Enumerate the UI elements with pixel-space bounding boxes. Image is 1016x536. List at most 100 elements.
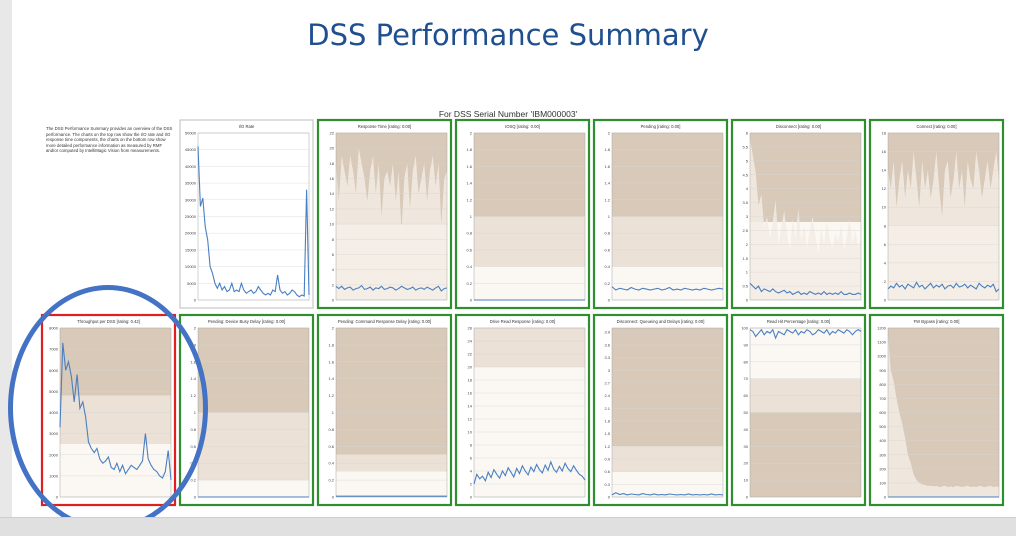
- y-tick-label: 20: [468, 365, 473, 370]
- threshold-band: [60, 444, 171, 497]
- threshold-band: [750, 133, 861, 223]
- y-tick-label: 1.6: [190, 359, 196, 364]
- y-tick-label: 7000: [49, 347, 59, 352]
- y-tick-label: 2: [884, 279, 887, 284]
- y-tick-label: 0: [746, 495, 749, 500]
- y-tick-label: 25000: [185, 214, 197, 219]
- y-tick-label: 22: [468, 352, 473, 357]
- y-tick-label: 2: [194, 326, 197, 331]
- y-tick-label: 1.4: [190, 376, 196, 381]
- y-tick-label: 1.4: [604, 181, 610, 186]
- y-tick-label: 14: [882, 168, 887, 173]
- chart-panel: Disconnect [rating: 0.00] 0 0.5 1 1.5 2 2.5 3 3.…: [730, 118, 867, 310]
- y-tick-label: 2.1: [604, 406, 610, 411]
- y-tick-label: 2: [470, 482, 473, 487]
- y-tick-label: 0.6: [466, 247, 472, 252]
- y-tick-label: 0.8: [604, 231, 610, 236]
- chart-title: Pending [rating: 0.00]: [641, 124, 681, 129]
- chart-title: FW Bypass [rating: 0.00]: [914, 319, 960, 324]
- y-tick-label: 40: [744, 427, 749, 432]
- y-tick-label: 1.8: [328, 342, 334, 347]
- y-tick-label: 3000: [49, 431, 59, 436]
- y-tick-label: 1.8: [466, 147, 472, 152]
- y-tick-label: 35000: [185, 181, 197, 186]
- series-line: [611, 286, 724, 291]
- range-envelope: [888, 335, 999, 497]
- y-tick-label: 2: [332, 282, 335, 287]
- y-tick-label: 5: [746, 158, 749, 163]
- chart-panel: Pending: Device Busy Delay [rating: 0.00…: [178, 313, 315, 507]
- y-tick-label: 5000: [49, 389, 59, 394]
- y-tick-label: 0.8: [466, 231, 472, 236]
- y-tick-label: 20: [330, 146, 335, 151]
- chart-title: Connect [rating: 0.00]: [916, 124, 956, 129]
- y-tick-label: 1: [608, 214, 611, 219]
- plot-border: [197, 132, 310, 301]
- plot-border: [749, 327, 862, 498]
- chart-panel: Response Time [rating: 0.00] 0 2 4 6 8 10 12 14 1…: [316, 118, 453, 310]
- y-tick-label: 1.6: [466, 164, 472, 169]
- chart-title: Pending: Device Busy Delay [rating: 0.00…: [208, 319, 285, 324]
- y-tick-label: 1000: [877, 354, 887, 359]
- y-tick-label: 1.2: [604, 197, 610, 202]
- y-tick-label: 24: [468, 339, 473, 344]
- y-tick-label: 16: [468, 391, 473, 396]
- chart-title: Read Hit Percentage [rating: 0.00]: [767, 319, 830, 324]
- y-tick-label: 3: [746, 214, 749, 219]
- y-tick-label: 8: [884, 223, 887, 228]
- y-tick-label: 0: [332, 298, 335, 303]
- plot-border: [335, 327, 448, 498]
- y-tick-label: 6000: [49, 368, 59, 373]
- y-tick-label: 8000: [49, 326, 59, 331]
- threshold-band: [612, 328, 723, 447]
- y-tick-label: 0.2: [604, 281, 610, 286]
- y-tick-label: 1: [332, 410, 335, 415]
- y-tick-label: 1.8: [604, 147, 610, 152]
- y-tick-label: 1.8: [190, 342, 196, 347]
- y-tick-label: 26: [468, 326, 473, 331]
- y-tick-label: 2.4: [604, 393, 610, 398]
- y-tick-label: 600: [879, 410, 886, 415]
- y-tick-label: 10: [468, 430, 473, 435]
- y-tick-label: 40000: [185, 164, 197, 169]
- y-tick-label: 1.2: [328, 393, 334, 398]
- y-tick-label: 0.4: [466, 264, 472, 269]
- y-tick-label: 12: [882, 186, 887, 191]
- chart-panel: Pending: Command Response Delay [rating:…: [316, 313, 453, 507]
- y-tick-label: 0.2: [328, 478, 334, 483]
- y-tick-label: 400: [879, 438, 886, 443]
- page-title: DSS Performance Summary: [307, 18, 709, 52]
- threshold-band: [336, 328, 447, 455]
- y-tick-label: 0.6: [190, 444, 196, 449]
- y-tick-label: 4000: [49, 410, 59, 415]
- y-tick-label: 1: [746, 270, 749, 275]
- y-tick-label: 1100: [877, 340, 886, 345]
- y-tick-label: 0.2: [466, 281, 472, 286]
- threshold-band: [336, 471, 447, 497]
- y-tick-label: 1000: [49, 473, 59, 478]
- y-tick-label: 0.3: [604, 482, 610, 487]
- y-tick-label: 300: [879, 452, 886, 457]
- chart-title: Disconnect [rating: 0.00]: [776, 124, 821, 129]
- y-tick-label: 700: [879, 396, 886, 401]
- chart-panel: I/O Rate 0 5000 10000 15000 20000 25000 30000 35…: [179, 119, 314, 309]
- y-tick-label: 14: [468, 404, 473, 409]
- y-tick-label: 5.5: [742, 144, 748, 149]
- series-line: [473, 460, 586, 485]
- y-tick-label: 2: [470, 131, 473, 136]
- y-tick-label: 0: [884, 298, 887, 303]
- y-tick-label: 1.4: [466, 181, 472, 186]
- series-line: [335, 284, 448, 292]
- y-tick-label: 0: [194, 495, 197, 500]
- y-tick-label: 0.6: [604, 247, 610, 252]
- plot-border: [335, 132, 448, 301]
- y-tick-label: 10000: [185, 264, 197, 269]
- y-tick-label: 3: [608, 368, 611, 373]
- y-tick-label: 0.6: [604, 469, 610, 474]
- y-tick-label: 18: [468, 378, 473, 383]
- chart-panel: Disconnect: Queueing and Delays [rating:…: [592, 313, 729, 507]
- status-bar: [0, 517, 1016, 536]
- series-line: [611, 492, 724, 496]
- y-tick-label: 1.6: [328, 359, 334, 364]
- series-line: [887, 281, 1000, 293]
